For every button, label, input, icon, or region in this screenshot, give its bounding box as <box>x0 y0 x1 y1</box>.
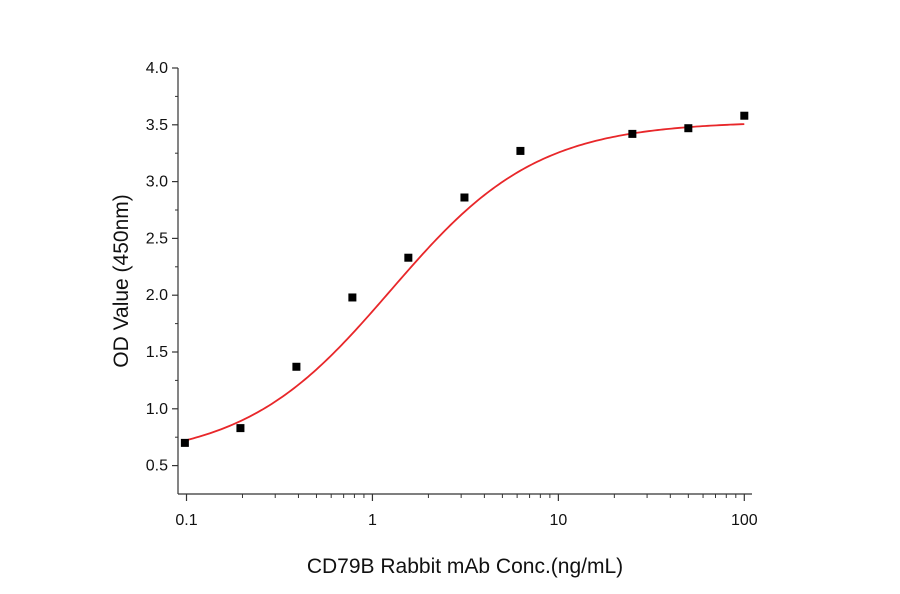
axes <box>177 68 752 495</box>
data-point <box>460 193 469 202</box>
y-axis-title: OD Value (450nm) <box>110 194 133 368</box>
x-tick-label: 0.1 <box>175 512 197 529</box>
y-tick-label: 1.0 <box>146 401 168 418</box>
y-axis-ticks: 0.5 1.0 1.5 2.0 2.5 3.0 3.5 4.0 <box>146 60 178 475</box>
fit-curve-layer <box>184 123 745 442</box>
y-tick-label: 4.0 <box>146 60 168 77</box>
x-axis-ticks: 0.1 1 10 100 <box>175 494 758 529</box>
data-point <box>292 362 301 371</box>
x-tick-label: 10 <box>549 512 567 529</box>
data-point <box>180 438 189 447</box>
y-tick-label: 2.0 <box>146 287 168 304</box>
data-point <box>628 129 637 138</box>
data-point <box>740 111 749 120</box>
y-tick-label: 0.5 <box>146 458 168 475</box>
x-tick-label: 100 <box>731 512 758 529</box>
y-tick-label: 3.0 <box>146 174 168 191</box>
data-points <box>180 111 749 447</box>
data-point <box>348 293 357 302</box>
x-tick-label: 1 <box>368 512 377 529</box>
data-point <box>684 124 693 133</box>
y-tick-label: 1.5 <box>146 344 168 361</box>
data-point <box>516 146 525 155</box>
x-axis-title: CD79B Rabbit mAb Conc.(ng/mL) <box>307 555 623 578</box>
fit-curve <box>184 123 745 442</box>
y-tick-label: 2.5 <box>146 230 168 247</box>
y-tick-label: 3.5 <box>146 117 168 134</box>
data-point <box>404 253 413 262</box>
data-point <box>236 424 245 433</box>
